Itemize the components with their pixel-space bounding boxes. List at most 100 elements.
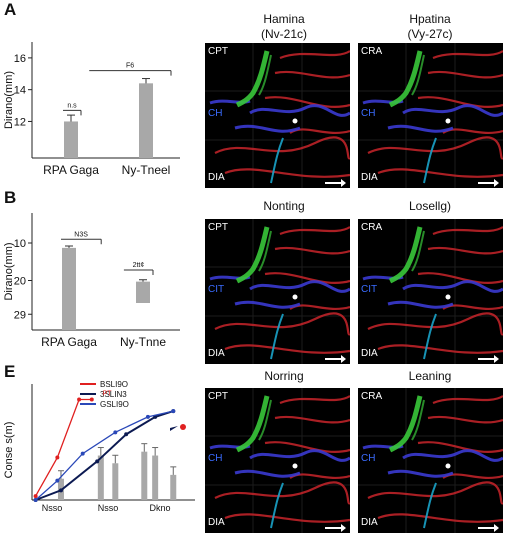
micrograph-red-fiber: [224, 168, 350, 178]
chart-e-series-line: [35, 410, 174, 501]
chart-e-point: [113, 430, 118, 435]
micrograph-region-label: CRA: [361, 46, 383, 57]
micrograph-green-structure: [258, 230, 272, 272]
chart-b-x-tick-label: Ny-Tnne: [120, 335, 166, 349]
chart-e-arrowhead: [170, 426, 178, 431]
micrograph-marker: [292, 294, 298, 300]
image-title-row1-left: Hamina (Nv-21c): [260, 12, 307, 41]
chart-a-significance-label: n.s: [67, 102, 77, 109]
micrograph-green-structure: [235, 50, 270, 108]
chart-e-end-marker: [180, 424, 186, 430]
micrograph-green-structure: [411, 230, 425, 272]
micrograph-red-fiber: [279, 50, 350, 60]
micrograph-red-fiber: [427, 70, 503, 79]
micrograph-cyan-fiber: [423, 482, 437, 529]
chart-a-y-tick-label: 14: [14, 85, 26, 97]
micrograph-red-fiber: [214, 312, 350, 336]
chart-e-point: [33, 494, 38, 499]
micrograph-red-fiber: [274, 246, 350, 255]
micrograph-row3-left: CPT CH DIA: [205, 388, 350, 533]
chart-b-bar: [136, 281, 150, 303]
micrograph-row2-left: CPT CIT DIA: [205, 219, 350, 364]
micrograph-region-label: CIT: [361, 284, 378, 295]
micrograph-red-fiber: [432, 50, 503, 60]
chart-b-bar: [62, 247, 76, 330]
chart-b-y-tick-label: 20: [14, 276, 26, 288]
micrograph-blue-fiber: [387, 300, 454, 309]
micrograph-drawing: [358, 219, 503, 364]
micrograph-green-structure: [258, 399, 272, 441]
micrograph-red-fiber: [279, 395, 350, 405]
chart-e-bar: [97, 455, 104, 500]
micrograph-blue-fiber: [387, 469, 454, 478]
micrograph-red-fiber: [214, 136, 350, 160]
chart-e-point: [80, 451, 85, 456]
micrograph-blue-fiber: [402, 104, 503, 117]
chart-e-point: [77, 397, 82, 402]
chart-a-x-tick-label: Ny-Tneel: [122, 163, 171, 177]
chart-b-significance-label: N3S: [74, 231, 88, 238]
chart-e-x-tick-label: Dkno: [149, 503, 170, 513]
micrograph-red-fiber: [432, 226, 503, 236]
chart-e-bar: [141, 451, 148, 500]
chart-e-series-line: [35, 410, 174, 501]
micrograph-marker: [292, 463, 298, 469]
micrograph-red-fiber: [264, 272, 350, 284]
chart-e-series-line: [35, 398, 92, 497]
micrograph-red-fiber: [279, 226, 350, 236]
micrograph-row2-right: CRA CIT DIA: [358, 219, 503, 364]
micrograph-cyan-fiber: [270, 482, 284, 529]
micrograph-red-fiber: [417, 441, 503, 453]
chart-e-point: [95, 459, 100, 464]
micrograph-red-fiber: [214, 481, 350, 505]
chart-a-y-tick-label: 16: [14, 53, 26, 65]
image-title-row2-left: Nonting: [263, 199, 305, 213]
micrograph-region-label: CRA: [361, 391, 383, 402]
chart-e-point: [171, 409, 176, 414]
micrograph-blue-fiber: [402, 280, 503, 293]
chart-e-x-tick-label: Nsso: [42, 503, 63, 513]
micrograph-region-label: CH: [361, 108, 376, 119]
micrograph-cyan-fiber: [423, 137, 437, 184]
panel-letter-b: B: [4, 188, 17, 207]
micrograph-green-structure: [235, 395, 270, 453]
micrograph-red-fiber: [224, 344, 350, 354]
micrograph-green-structure: [411, 54, 425, 96]
micrograph-row1-right: CRA CH DIA: [358, 43, 503, 188]
micrograph-red-fiber: [367, 481, 503, 505]
line-chart-e: Conse s(m) Nsso Nsso Dkno BSLI9O3SLIN3GSLI9O…: [3, 380, 195, 513]
micrograph-red-fiber: [367, 136, 503, 160]
micrograph-region-label: CPT: [208, 391, 228, 402]
micrograph-region-label: DIA: [361, 348, 378, 359]
chart-e-point: [124, 432, 129, 437]
micrograph-red-fiber: [224, 513, 350, 523]
chart-e-legend-label: BSLI9O: [100, 380, 128, 389]
chart-e-bar: [112, 463, 119, 500]
micrograph-cyan-fiber: [270, 137, 284, 184]
micrograph-green-structure: [388, 395, 423, 453]
chart-e-legend-label: GSLI9O: [100, 400, 129, 409]
micrograph-marker: [445, 118, 451, 124]
micrograph-row1-left: CPT CH DIA: [205, 43, 350, 188]
micrograph-blue-fiber: [249, 280, 350, 293]
chart-b-y-tick-label: 29: [14, 309, 26, 321]
micrograph-red-fiber: [377, 513, 503, 523]
micrograph-region-label: DIA: [208, 517, 225, 528]
micrograph-red-fiber: [427, 246, 503, 255]
chart-e-bar: [170, 474, 177, 500]
micrograph-green-structure: [388, 226, 423, 284]
chart-e-annotation: PT: [103, 391, 113, 398]
micrograph-blue-fiber: [402, 449, 503, 462]
micrograph-region-label: CH: [208, 453, 223, 464]
chart-a-x-tick-label: RPA Gaga: [43, 163, 99, 177]
micrograph-green-structure: [235, 226, 270, 284]
micrograph-cyan-fiber: [423, 313, 437, 360]
micrograph-blue-fiber: [249, 104, 350, 117]
chart-e-point: [58, 488, 63, 493]
panel-letter-a: A: [4, 0, 17, 19]
micrograph-region-label: CH: [208, 108, 223, 119]
micrograph-red-fiber: [427, 415, 503, 424]
micrograph-red-fiber: [432, 395, 503, 405]
micrograph-red-fiber: [377, 344, 503, 354]
